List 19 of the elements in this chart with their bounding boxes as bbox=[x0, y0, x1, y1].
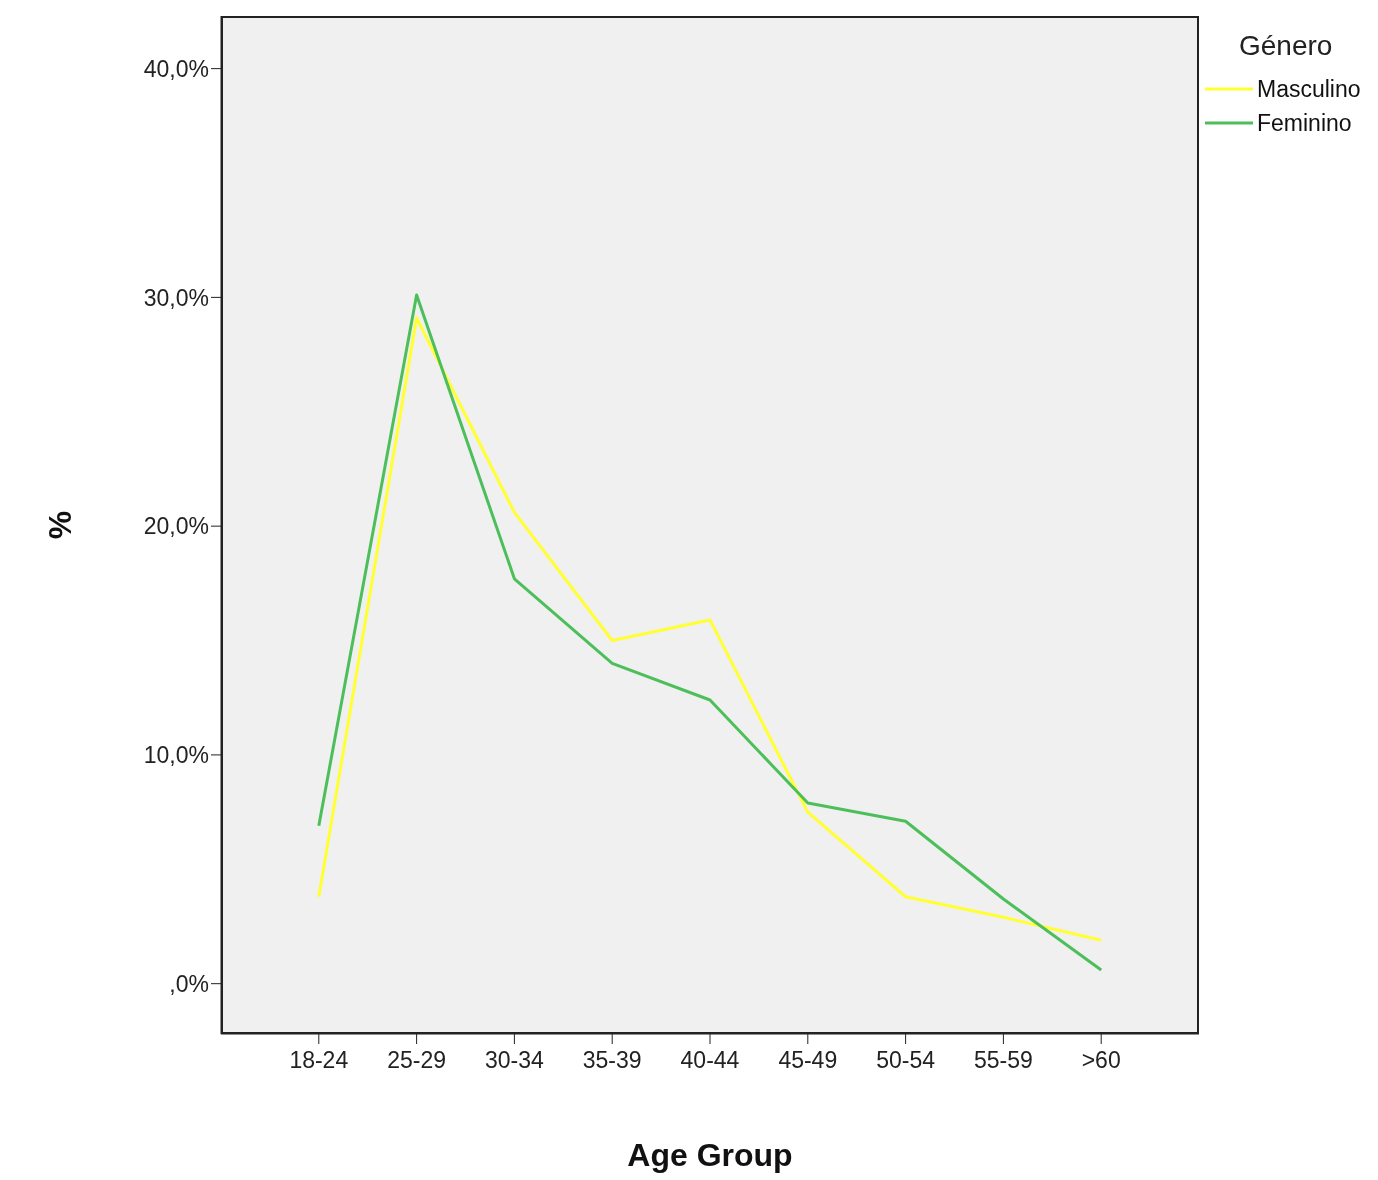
y-tick-label: 30,0% bbox=[143, 284, 209, 311]
legend-label: Masculino bbox=[1257, 75, 1361, 103]
x-tick-label: 40-44 bbox=[680, 1047, 740, 1074]
x-tick-label: 35-39 bbox=[582, 1047, 642, 1074]
legend-label: Feminino bbox=[1257, 109, 1352, 137]
y-tick-label: 20,0% bbox=[143, 513, 209, 540]
x-axis-title: Age Group bbox=[627, 1137, 793, 1173]
y-tick-label: 10,0% bbox=[143, 742, 209, 769]
x-tick-label: 18-24 bbox=[289, 1047, 349, 1074]
y-tick-label: 40,0% bbox=[143, 55, 209, 82]
x-tick-label: 50-54 bbox=[876, 1047, 936, 1074]
x-tick-label: >60 bbox=[1081, 1047, 1121, 1074]
x-tick-label: 55-59 bbox=[973, 1047, 1033, 1074]
x-tick-label: 45-49 bbox=[778, 1047, 838, 1074]
legend-title: Género bbox=[1239, 30, 1334, 62]
y-tick-label: ,0% bbox=[169, 970, 209, 997]
x-tick-label: 25-29 bbox=[387, 1047, 447, 1074]
y-axis-title: % bbox=[42, 510, 79, 540]
x-tick-label: 30-34 bbox=[484, 1047, 545, 1074]
